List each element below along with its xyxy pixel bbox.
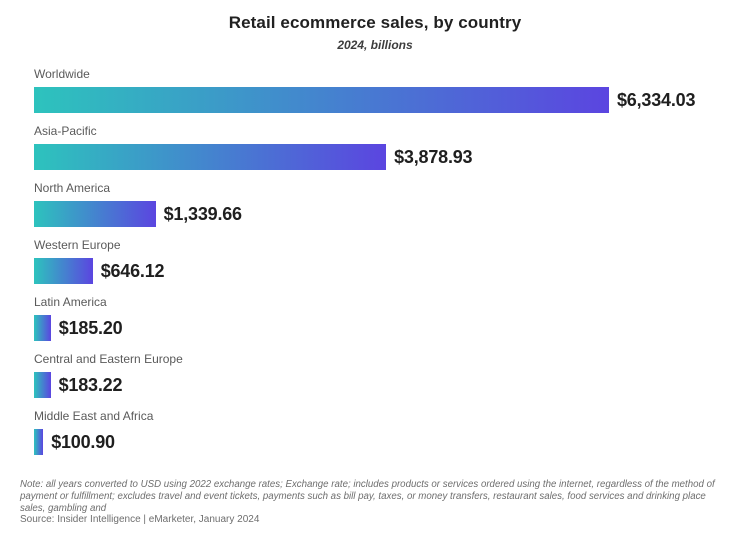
bar-row: Middle East and Africa $100.90 <box>34 409 750 466</box>
bar-row: Western Europe $646.12 <box>34 238 750 295</box>
bar-category-label: North America <box>34 181 111 195</box>
bar-row: North America $1,339.66 <box>34 181 750 238</box>
bar-line: $3,878.93 <box>34 144 750 170</box>
footnote: Note: all years converted to USD using 2… <box>20 479 715 514</box>
bar-central-eastern-europe <box>34 372 51 398</box>
bar-asia-pacific <box>34 144 387 170</box>
bar-row: Worldwide $6,334.03 <box>34 67 750 124</box>
bar-category-label: Latin America <box>34 295 107 309</box>
bar-line: $100.90 <box>34 429 750 455</box>
bar-row: Asia-Pacific $3,878.93 <box>34 124 750 181</box>
bar-category-label: Worldwide <box>34 67 90 81</box>
bar-north-america <box>34 201 156 227</box>
bar-worldwide <box>34 87 609 113</box>
bar-line: $185.20 <box>34 315 750 341</box>
bar-category-label: Central and Eastern Europe <box>34 352 183 366</box>
bar-value-label: $1,339.66 <box>163 203 242 224</box>
bar-line: $183.22 <box>34 372 750 398</box>
bar-western-europe <box>34 258 93 284</box>
bar-chart: Worldwide $6,334.03 Asia-Pacific $3,878.… <box>34 67 750 466</box>
chart-header: Retail ecommerce sales, by country 2024,… <box>0 0 750 52</box>
bar-category-label: Western Europe <box>34 238 121 252</box>
bar-value-label: $3,878.93 <box>394 146 473 167</box>
bar-category-label: Middle East and Africa <box>34 409 154 423</box>
bar-latin-america <box>34 315 51 341</box>
bar-value-label: $183.22 <box>58 374 123 395</box>
bar-middle-east-africa <box>34 429 44 455</box>
source-line: Source: Insider Intelligence | eMarketer… <box>20 514 260 525</box>
bar-line: $1,339.66 <box>34 201 750 227</box>
bar-line: $6,334.03 <box>34 87 750 113</box>
bar-row: Central and Eastern Europe $183.22 <box>34 352 750 409</box>
bar-line: $646.12 <box>34 258 750 284</box>
chart-subtitle: 2024, billions <box>337 38 413 52</box>
bar-value-label: $646.12 <box>100 260 165 281</box>
chart-title: Retail ecommerce sales, by country <box>228 13 522 32</box>
bar-value-label: $6,334.03 <box>617 89 696 110</box>
bar-row: Latin America $185.20 <box>34 295 750 352</box>
bar-value-label: $185.20 <box>58 317 123 338</box>
bar-value-label: $100.90 <box>51 431 115 452</box>
bar-category-label: Asia-Pacific <box>34 124 97 138</box>
